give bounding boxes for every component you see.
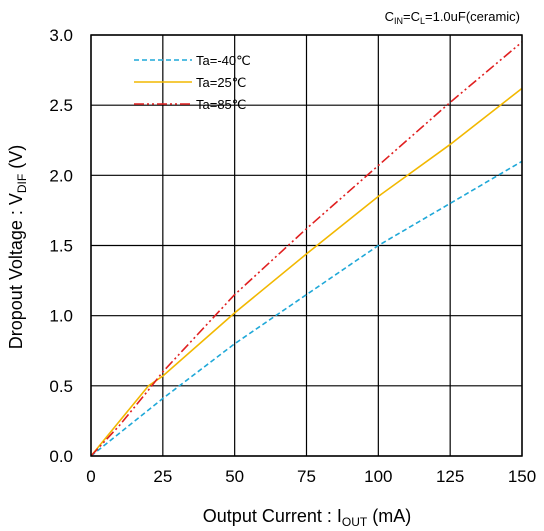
y-tick-label: 0.5 (49, 377, 73, 396)
y-tick-label: 2.5 (49, 96, 73, 115)
legend: Ta=-40℃ Ta=25℃ Ta=85℃ (134, 53, 251, 112)
grid-lines (90, 34, 523, 457)
y-tick-label: 3.0 (49, 26, 73, 45)
capacitance-note: CIN=CL=1.0uF(ceramic) (385, 9, 520, 26)
x-tick-label: 100 (364, 467, 392, 486)
y-tick-label: 2.0 (49, 166, 73, 185)
x-tick-label: 0 (86, 467, 95, 486)
x-axis-label: Output Current : IOUT (mA) (203, 506, 411, 529)
plot-frame (90, 34, 523, 457)
series-line-2 (90, 41, 523, 457)
y-tick-labels: 0.0 0.5 1.0 1.5 2.0 2.5 3.0 (49, 26, 73, 466)
x-tick-label: 50 (225, 467, 244, 486)
y-tick-label: 0.0 (49, 447, 73, 466)
y-tick-label: 1.5 (49, 237, 73, 256)
series-lines (90, 41, 523, 457)
series-line-0 (90, 160, 523, 457)
legend-label-1: Ta=25℃ (196, 75, 246, 90)
y-tick-label: 1.0 (49, 307, 73, 326)
x-tick-label: 125 (436, 467, 464, 486)
x-tick-labels: 0 25 50 75 100 125 150 (86, 467, 536, 486)
x-tick-label: 25 (153, 467, 172, 486)
x-tick-label: 150 (508, 467, 536, 486)
legend-label-2: Ta=85℃ (196, 97, 246, 112)
x-tick-label: 75 (297, 467, 316, 486)
y-axis-label: Dropout Voltage : VDIF (V) (6, 145, 29, 349)
legend-label-0: Ta=-40℃ (196, 53, 251, 68)
series-line-1 (90, 87, 523, 457)
